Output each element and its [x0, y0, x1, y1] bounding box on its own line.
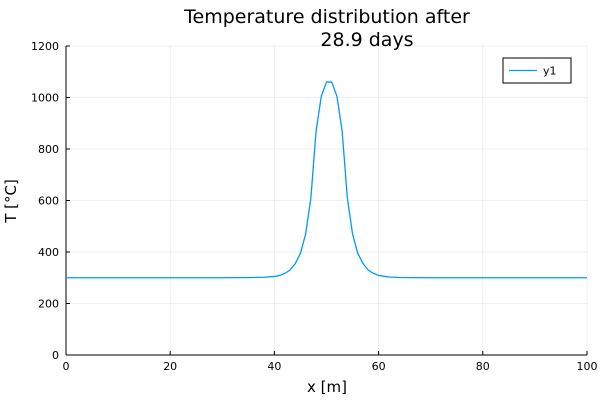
x-tick-label: 40	[267, 360, 281, 373]
x-tick-labels: 0 20 40 60 80 100	[63, 360, 598, 373]
y-tick-label: 600	[38, 195, 59, 208]
x-axis-label: x [m]	[307, 378, 347, 396]
legend-label-y1: y1	[543, 65, 557, 78]
y-tick-label: 400	[38, 246, 59, 259]
series-layer	[66, 81, 587, 279]
y-tick-label: 0	[52, 349, 59, 362]
x-tick-label: 0	[63, 360, 70, 373]
y-axis-label: T [°C]	[2, 179, 20, 224]
y-tick-label: 1200	[31, 40, 59, 53]
x-tick-label: 100	[577, 360, 598, 373]
chart-title-line-2: 28.9 days	[320, 29, 413, 51]
y-tick-label: 800	[38, 143, 59, 156]
x-tick-label: 60	[372, 360, 386, 373]
x-tick-label: 20	[163, 360, 177, 373]
chart-title-line-1: Temperature distribution after	[183, 6, 470, 28]
grid-lines	[65, 45, 588, 356]
x-tick-label: 80	[476, 360, 490, 373]
y-tick-label: 1000	[31, 92, 59, 105]
y-tick-label: 200	[38, 298, 59, 311]
axes	[65, 45, 588, 356]
y-tick-labels: 0 200 400 600 800 1000 1200	[31, 40, 59, 362]
legend: y1	[502, 57, 572, 84]
series-line-y1	[66, 81, 587, 279]
